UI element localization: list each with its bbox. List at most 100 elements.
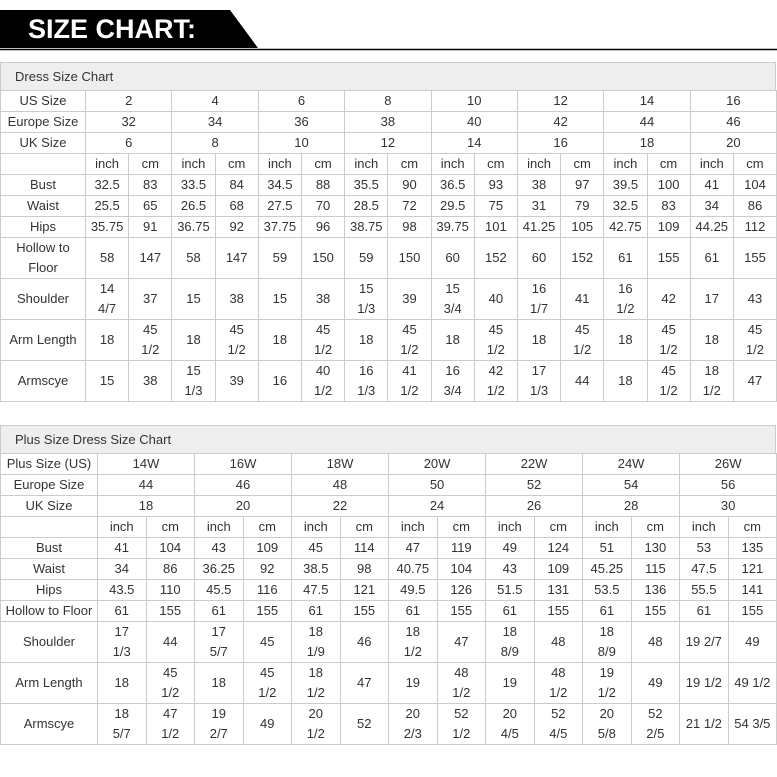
table-cell: 18 [96, 495, 196, 517]
cell-value: 54 [623, 477, 639, 492]
table-cell: cm [727, 516, 777, 538]
cell-value: 155 [744, 250, 766, 265]
table-cell: 155 [242, 600, 293, 622]
table-cell: 41 [560, 278, 605, 320]
cell-value: 18 [114, 675, 129, 690]
table-cell: 44 [603, 111, 691, 133]
cell-value: 155 [547, 603, 570, 618]
cell-value: 25.5 [94, 198, 120, 213]
table-cell: 147 [214, 237, 259, 279]
cell-value: 38 [229, 291, 244, 306]
cell-value: 119 [450, 540, 472, 555]
cell-value: 41 [114, 540, 129, 555]
cell-value: 47 [405, 540, 421, 555]
table-cell: 58 [171, 237, 216, 279]
table-cell: 34 [689, 195, 734, 217]
cell-value: 45.25 [590, 561, 624, 576]
cell-value: 6 [125, 135, 133, 150]
cell-value: 44.25 [695, 219, 729, 234]
cell-value: 155 [741, 603, 764, 618]
cell-value: 61 [599, 603, 615, 618]
cell-value: 18 1/2 [403, 624, 422, 659]
cell-value: 34 [207, 114, 223, 129]
table-cell: 49 [242, 703, 293, 745]
row-label: US Size [0, 90, 86, 112]
cell-value: 45 1/2 [659, 322, 678, 357]
table-cell: 43 [194, 537, 244, 559]
cell-value: inch [613, 156, 638, 171]
cell-value: 60 [531, 250, 547, 265]
table-cell: 56 [679, 474, 777, 496]
table-cell: 4 [171, 90, 259, 112]
cell-value: 19 [502, 675, 518, 690]
cell-value: 16 [553, 135, 568, 150]
table-row: Waist 25.5 65 26.5 68 27.5 70 28.5 72 29.5 75 31 79 3… [0, 195, 777, 217]
cell-value: 45 1/2 [258, 665, 277, 700]
cell-value: 40.75 [396, 561, 430, 576]
cell-value: 155 [657, 250, 680, 265]
cell-value: 37 [143, 291, 158, 306]
cell-value: 97 [574, 177, 590, 192]
cell-value: 61 [618, 250, 633, 265]
cell-value: 104 [159, 540, 182, 555]
cell-value: inch [594, 519, 619, 534]
table-cell: 26.5 [171, 195, 216, 217]
cell-value: 43 [502, 561, 518, 576]
table-cell: 14 4/7 [84, 278, 130, 320]
cell-value: 16 1/7 [529, 281, 549, 316]
table-cell: 61 [603, 237, 648, 279]
table-cell: inch [257, 153, 302, 175]
table-row: UK Size 18 20 22 24 26 28 30 [0, 495, 777, 517]
cell-value: 46 [235, 477, 251, 492]
table-title: Dress Size Chart [0, 62, 776, 90]
cell-value: 18 8/9 [597, 624, 616, 659]
table-cell: 60 [516, 237, 562, 279]
cell-value: 98 [357, 561, 372, 576]
cell-value: 15 [186, 291, 201, 306]
table-cell: 43 [732, 278, 777, 320]
table-cell: 14W [96, 453, 196, 475]
cell-value: 18 1/2 [702, 363, 721, 398]
table-cell: 19 [388, 662, 438, 704]
table-cell: 35.5 [344, 174, 389, 196]
cell-value: 83 [661, 198, 676, 213]
cell-value: 48 [332, 477, 348, 492]
page-title: SIZE CHART: [28, 14, 196, 44]
table-cell: 92 [214, 216, 259, 238]
cell-value: 49 [648, 675, 663, 690]
table-cell: 25.5 [84, 195, 130, 217]
cell-value: 20W [423, 456, 451, 471]
cell-value: 155 [256, 603, 279, 618]
table-cell: 26 [485, 495, 584, 517]
cell-value: 52 1/2 [452, 706, 471, 741]
table-cell: 22W [485, 453, 584, 475]
table-cell: cm [300, 153, 346, 175]
cell-value: 18 [618, 373, 633, 388]
cell-value: 61 [696, 603, 712, 618]
cell-value: 55.5 [691, 582, 717, 597]
cell-value: 14W [132, 456, 160, 471]
table-cell: 61 [97, 600, 147, 622]
cell-value: 18 8/9 [500, 624, 519, 659]
cell-value: 70 [315, 198, 331, 213]
table-cell: 121 [727, 558, 777, 580]
table-row: inch cm inch cm inch cm inch cm inch cm inch cm inch… [0, 516, 777, 538]
cell-value: 48 1/2 [549, 665, 568, 700]
cell-value: 26W [714, 456, 742, 471]
cell-value: cm [314, 156, 332, 171]
cell-value: 19 [405, 675, 421, 690]
table-cell: 21 1/2 [679, 703, 729, 745]
table-cell: 47 [732, 360, 777, 402]
cell-value: 18 [639, 135, 655, 150]
table-cell: 6 [257, 90, 346, 112]
cell-value: 109 [256, 540, 279, 555]
cell-value: 49 [502, 540, 518, 555]
table-cell: 104 [145, 537, 196, 559]
cell-value: 18W [326, 456, 354, 471]
cell-value: 61 [308, 603, 324, 618]
table-cell: 141 [727, 579, 777, 601]
table-cell: 18 1/2 [388, 621, 438, 663]
row-label: Armscye [0, 703, 98, 745]
table-cell: 18 8/9 [582, 621, 632, 663]
cell-value: 50 [429, 477, 445, 492]
